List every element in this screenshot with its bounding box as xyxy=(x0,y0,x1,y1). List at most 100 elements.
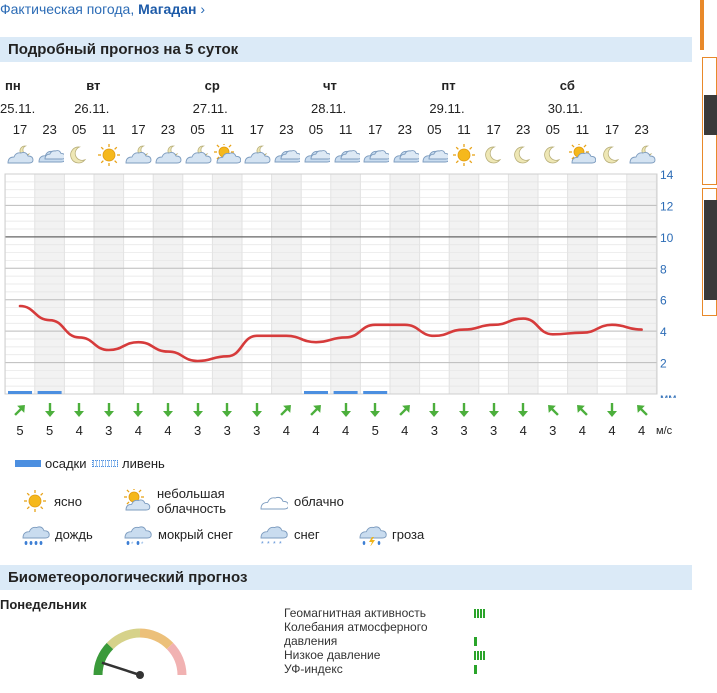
partly-cloudy-night-icon xyxy=(6,144,34,166)
cloudy-icon xyxy=(420,144,451,166)
bio-row-label: Колебания атмосферного xyxy=(284,620,428,634)
wind-speed: 5 xyxy=(16,423,24,438)
wind-speed: 3 xyxy=(549,423,557,438)
svg-text:*: * xyxy=(279,541,282,546)
bio-level-indicator xyxy=(474,665,477,674)
bio-row-label: УФ-индекс xyxy=(284,662,343,676)
partly-cloudy-day-icon xyxy=(122,487,152,513)
wind-arrow-icon xyxy=(627,402,657,423)
wind-unit-label: м/с xyxy=(656,425,673,437)
temperature-chart: 14 12 10 8 6 4 2 мм xyxy=(4,168,677,398)
hour-label: 05 xyxy=(427,122,442,137)
y-tick-label: 14 xyxy=(660,168,674,182)
forecast-title: Подробный прогноз на 5 суток xyxy=(8,41,239,58)
cloud-icon xyxy=(258,489,289,513)
wind-speed: 4 xyxy=(341,423,350,438)
precip-bar xyxy=(333,391,358,394)
legend-partly-label-1: небольшая xyxy=(157,486,225,501)
y-tick-label: 4 xyxy=(660,325,667,339)
cloudy-icon xyxy=(361,144,391,166)
hour-label: 23 xyxy=(515,122,531,137)
day-name: пн xyxy=(5,78,21,93)
thunderstorm-icon xyxy=(357,522,387,547)
hour-label: 23 xyxy=(397,122,413,137)
ad-image-top[interactable] xyxy=(704,95,717,135)
breadcrumb[interactable]: Фактическая погода, Магадан › xyxy=(0,1,205,17)
day-date: 28.11. xyxy=(311,101,347,116)
bio-level-indicator xyxy=(474,637,477,646)
bio-row-label: давления xyxy=(284,634,338,648)
day-name: вт xyxy=(86,78,101,93)
day-date: 29.11. xyxy=(429,101,465,116)
partly-cloudy-night-icon xyxy=(184,144,212,166)
precip-bar xyxy=(363,391,388,394)
precip-unit-label: мм xyxy=(660,391,677,398)
wind-arrow-icon xyxy=(508,402,538,423)
wind-speed: 3 xyxy=(430,423,438,438)
wind-speed: 5 xyxy=(371,423,379,438)
svg-text:*: * xyxy=(141,542,144,546)
wind-arrow-icon xyxy=(567,402,597,423)
wind-arrow-icon xyxy=(331,402,361,423)
wind-speed: 4 xyxy=(637,423,646,438)
sun-icon xyxy=(95,144,123,166)
wind-arrow-icon xyxy=(271,402,301,423)
moon-icon xyxy=(598,144,626,166)
day-date: 30.11. xyxy=(547,101,583,116)
bio-level-indicator xyxy=(474,609,486,618)
wind-arrow-icon xyxy=(479,402,509,423)
legend-rain-label: дождь xyxy=(55,527,93,542)
wind-arrow-icon xyxy=(538,402,568,423)
partly-cloudy-night-icon xyxy=(154,144,182,166)
day-date: 26.11. xyxy=(74,101,110,116)
wind-speed: 5 xyxy=(45,423,54,438)
precip-label: осадки xyxy=(45,456,87,471)
wind-speed: 4 xyxy=(401,423,409,438)
hour-label: 11 xyxy=(575,122,590,137)
wind-speed: 3 xyxy=(460,423,468,438)
hour-label: 17 xyxy=(12,122,28,137)
wind-arrow-icon xyxy=(64,402,94,423)
wind-arrow-icon xyxy=(153,402,183,423)
hour-label: 17 xyxy=(604,122,620,137)
ad-image-bottom[interactable] xyxy=(704,200,717,300)
precip-swatch xyxy=(15,460,41,467)
day-name: чт xyxy=(323,78,337,93)
svg-text:*: * xyxy=(131,542,134,546)
partly-cloudy-night-icon xyxy=(124,144,152,166)
wind-speed: 3 xyxy=(193,423,202,438)
precip-bar xyxy=(37,391,62,394)
partly-cloudy-night-icon xyxy=(628,144,656,166)
y-tick-label: 10 xyxy=(660,231,674,245)
moon-icon xyxy=(509,144,537,166)
wind-speed: 4 xyxy=(75,423,83,438)
cloudy-icon xyxy=(272,144,303,166)
hour-label: 17 xyxy=(367,122,383,137)
wind-speed: 4 xyxy=(578,423,586,438)
temperature-line xyxy=(18,304,643,363)
wind-speed: 4 xyxy=(608,423,616,438)
wind-arrow-icon xyxy=(5,402,35,423)
breadcrumb-prefix[interactable]: Фактическая погода, xyxy=(0,1,139,17)
hour-label: 05 xyxy=(308,122,324,137)
partly-cloudy-day-icon xyxy=(213,142,242,166)
cloudy-icon xyxy=(332,144,362,166)
wind-arrow-icon xyxy=(419,402,449,423)
moon-icon xyxy=(65,144,93,166)
wind-arrow-icon xyxy=(360,402,390,423)
breadcrumb-city[interactable]: Магадан xyxy=(138,1,197,17)
hour-label: 17 xyxy=(131,122,146,137)
hour-label: 11 xyxy=(338,122,353,137)
hour-label: 23 xyxy=(160,122,176,137)
y-tick-label: 2 xyxy=(660,357,667,371)
bio-day: Понедельник xyxy=(0,597,87,612)
wind-arrow-icon xyxy=(597,402,627,423)
hour-label: 23 xyxy=(279,122,294,137)
day-name: пт xyxy=(441,78,456,93)
hour-label: 11 xyxy=(457,122,471,137)
legend-clear-label: ясно xyxy=(54,494,82,509)
plot-border xyxy=(4,173,658,395)
cloudy-icon xyxy=(302,144,332,166)
y-tick-label: 12 xyxy=(660,199,674,213)
legend-storm-label: гроза xyxy=(392,527,425,542)
